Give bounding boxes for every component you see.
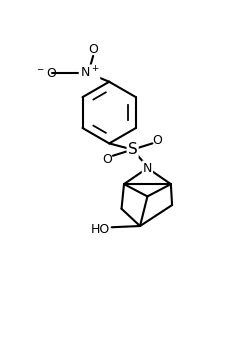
Text: O: O: [102, 153, 112, 166]
Text: N: N: [143, 162, 152, 175]
Text: $^-$O: $^-$O: [35, 67, 58, 80]
Text: S: S: [128, 142, 137, 157]
Text: O: O: [88, 43, 98, 56]
Text: O: O: [152, 135, 162, 147]
Text: N$^+$: N$^+$: [80, 65, 99, 81]
Text: HO: HO: [91, 223, 110, 236]
